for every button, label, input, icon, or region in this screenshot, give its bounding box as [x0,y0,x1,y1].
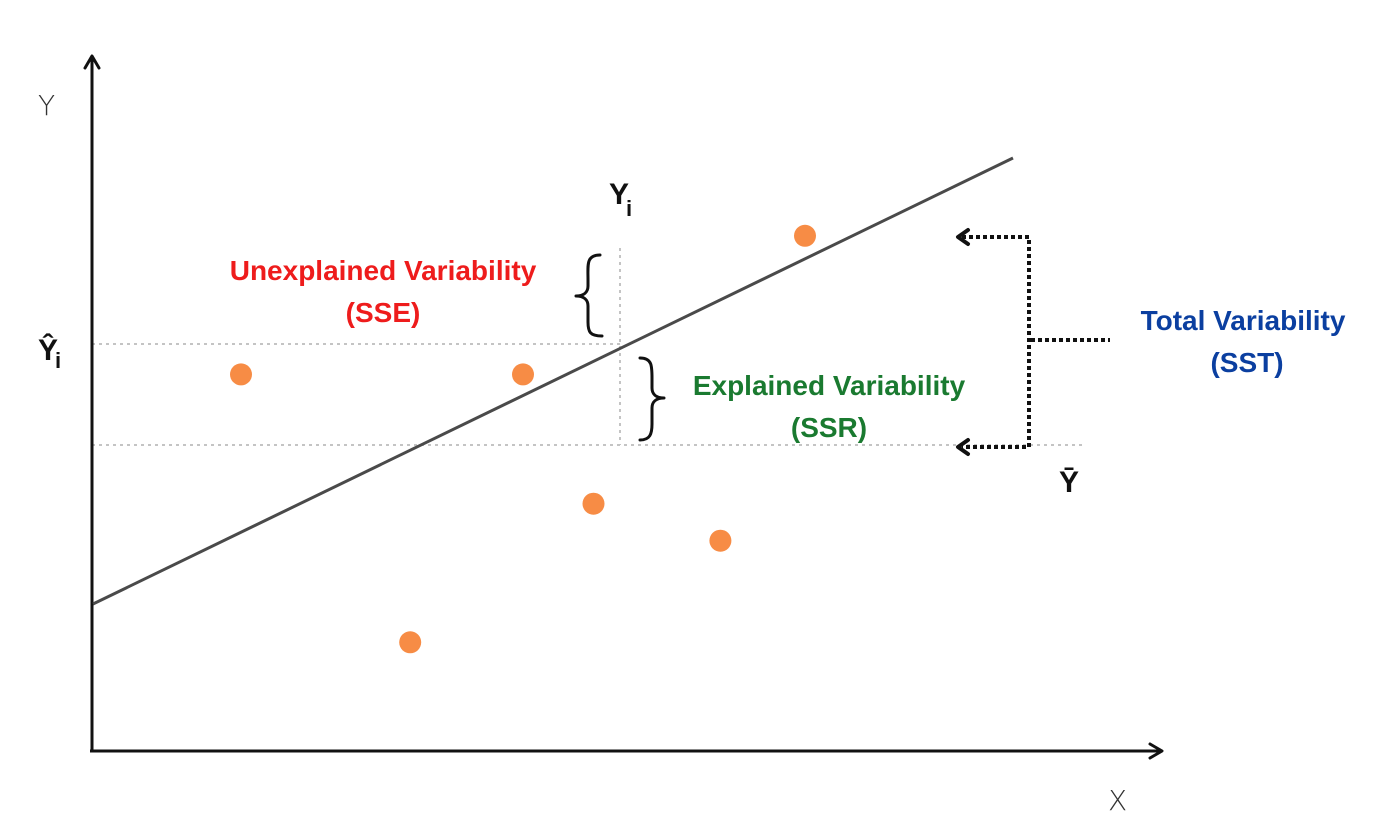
ssr-brace [638,356,666,442]
sse-annotation: Unexplained Variability (SSE) [230,255,537,328]
sst-bracket-line [962,235,1031,449]
data-point [512,363,534,386]
ssr-title: Explained Variability [693,370,966,401]
predicted-subscript: i [55,348,61,373]
data-points [230,224,816,654]
predicted-symbol: Ŷ [38,333,58,367]
data-point [794,224,816,247]
sst-abbr: (SST) [1210,347,1283,378]
observed-symbol: Y [609,178,629,211]
sse-title: Unexplained Variability [230,255,537,286]
sst-lower-arrowhead [956,438,970,456]
data-point [709,529,732,552]
sse-brace [574,253,604,338]
y-axis-arrowhead [83,54,101,70]
data-point [582,492,605,515]
data-point [399,631,422,654]
observed-subscript: i [626,196,632,221]
sst-title: Total Variability [1141,305,1346,336]
predicted-value-label: Ŷ i [38,333,61,373]
ssr-annotation: Explained Variability (SSR) [693,370,966,443]
mean-symbol: Ȳ [1059,466,1079,499]
observed-value-label: Y i [609,178,632,221]
sst-upper-arrowhead [956,228,970,246]
sse-abbr: (SSE) [346,297,421,328]
sst-annotation: Total Variability (SST) [1141,305,1346,378]
data-point [230,363,252,386]
x-axis-arrowhead [1148,742,1164,760]
regression-line [92,156,1014,606]
sst-bracket [956,228,1110,456]
x-axis-label: X [1108,784,1127,817]
y-axis-label: Y [38,89,55,122]
ssr-abbr: (SSR) [791,412,867,443]
